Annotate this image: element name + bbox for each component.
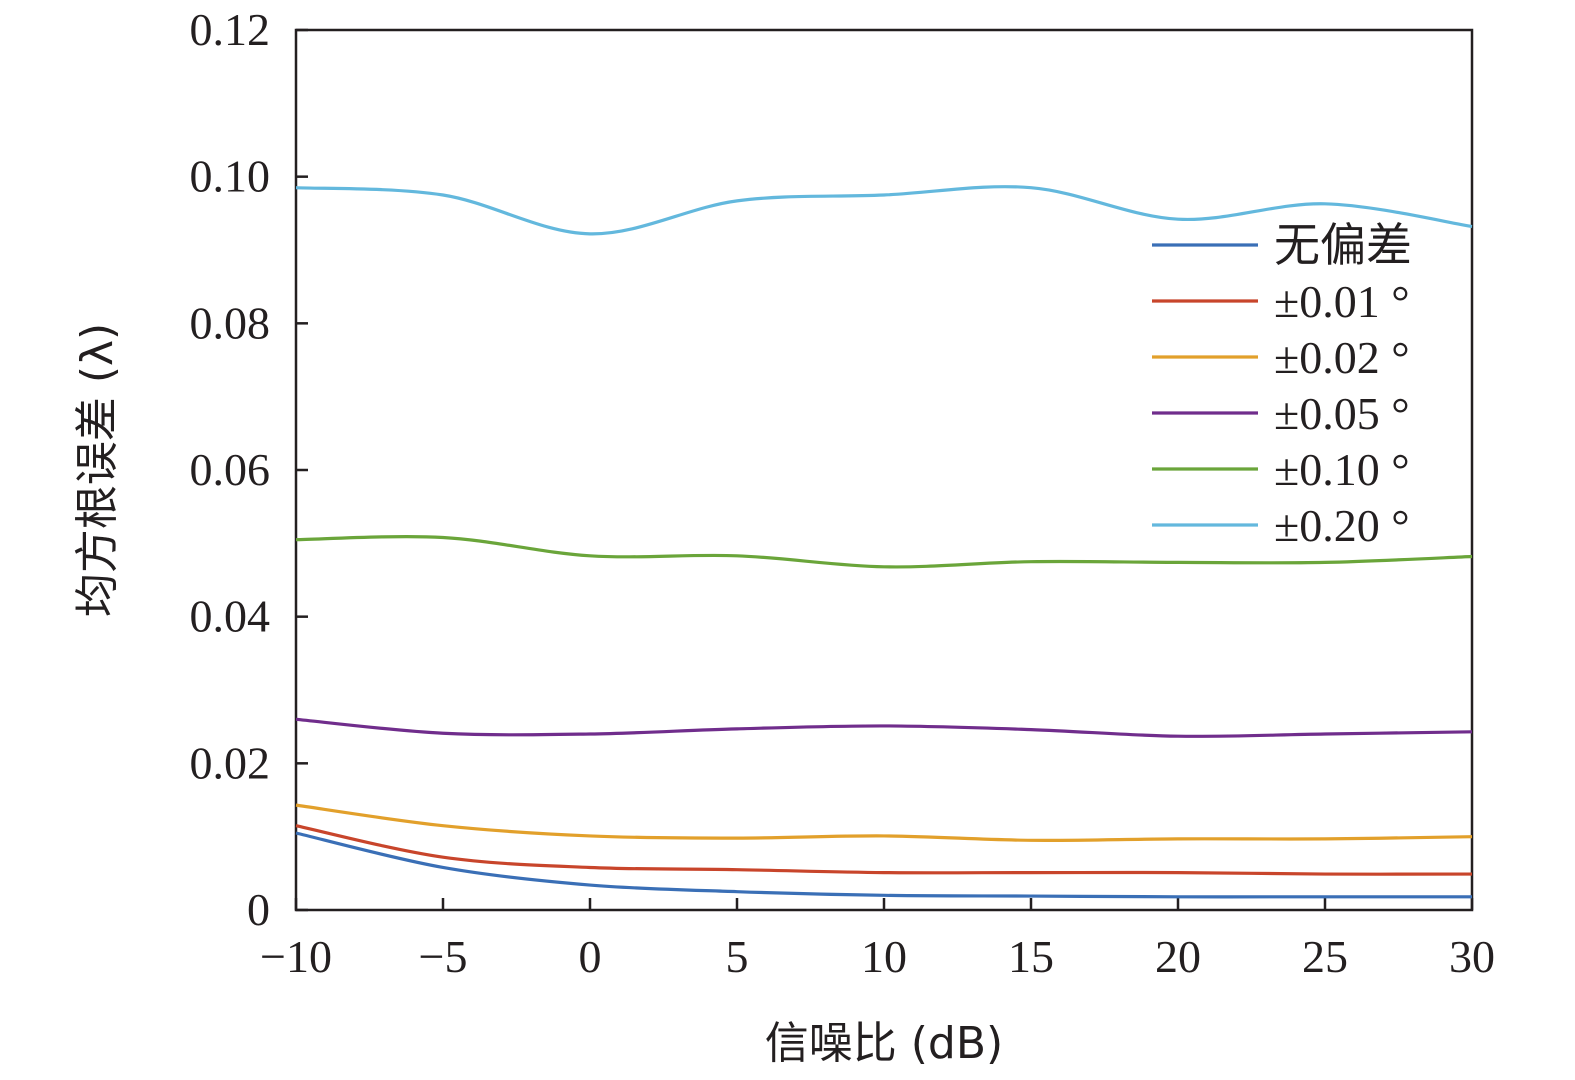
x-tick-label: 15 bbox=[1008, 931, 1054, 982]
y-tick-label: 0 bbox=[247, 884, 270, 935]
legend-label: 无偏差 bbox=[1274, 220, 1412, 271]
x-tick-label: 30 bbox=[1449, 931, 1495, 982]
legend-label: ±0.02 ° bbox=[1274, 332, 1410, 383]
x-tick-label: −5 bbox=[419, 931, 468, 982]
legend-label: ±0.20 ° bbox=[1274, 500, 1410, 551]
x-tick-label: 25 bbox=[1302, 931, 1348, 982]
series-line-6 bbox=[295, 185, 1473, 236]
x-axis-title: 信噪比 (dB) bbox=[765, 1018, 1003, 1069]
legend-label: ±0.10 ° bbox=[1274, 444, 1410, 495]
series-line-3 bbox=[295, 803, 1473, 843]
series-line-4 bbox=[295, 717, 1473, 738]
x-tick-label: 10 bbox=[861, 931, 907, 982]
x-tick-label: 5 bbox=[726, 931, 749, 982]
y-axis-ticks: 0 0.02 0.04 0.06 0.08 0.10 0.12 bbox=[190, 4, 308, 935]
series-line-5 bbox=[295, 535, 1473, 569]
y-axis-title: 均方根误差 (λ) bbox=[72, 323, 123, 617]
y-tick-label: 0.06 bbox=[190, 444, 271, 495]
x-tick-label: −10 bbox=[260, 931, 332, 982]
y-tick-label: 0.10 bbox=[190, 151, 271, 202]
y-tick-label: 0.02 bbox=[190, 737, 271, 788]
legend-label: ±0.01 ° bbox=[1274, 276, 1410, 327]
y-tick-label: 0.04 bbox=[190, 591, 271, 642]
legend: 无偏差±0.01 °±0.02 °±0.05 °±0.10 °±0.20 ° bbox=[1152, 220, 1412, 551]
series-lines bbox=[295, 185, 1473, 899]
series-line-1 bbox=[295, 831, 1472, 899]
y-tick-label: 0.08 bbox=[190, 297, 271, 348]
x-tick-label: 0 bbox=[579, 931, 602, 982]
legend-label: ±0.05 ° bbox=[1274, 388, 1410, 439]
x-tick-label: 20 bbox=[1155, 931, 1201, 982]
y-tick-label: 0.12 bbox=[190, 4, 271, 55]
x-axis-ticks: −10 −5 0 5 10 15 20 25 30 bbox=[260, 898, 1495, 982]
series-line-2 bbox=[295, 824, 1473, 876]
